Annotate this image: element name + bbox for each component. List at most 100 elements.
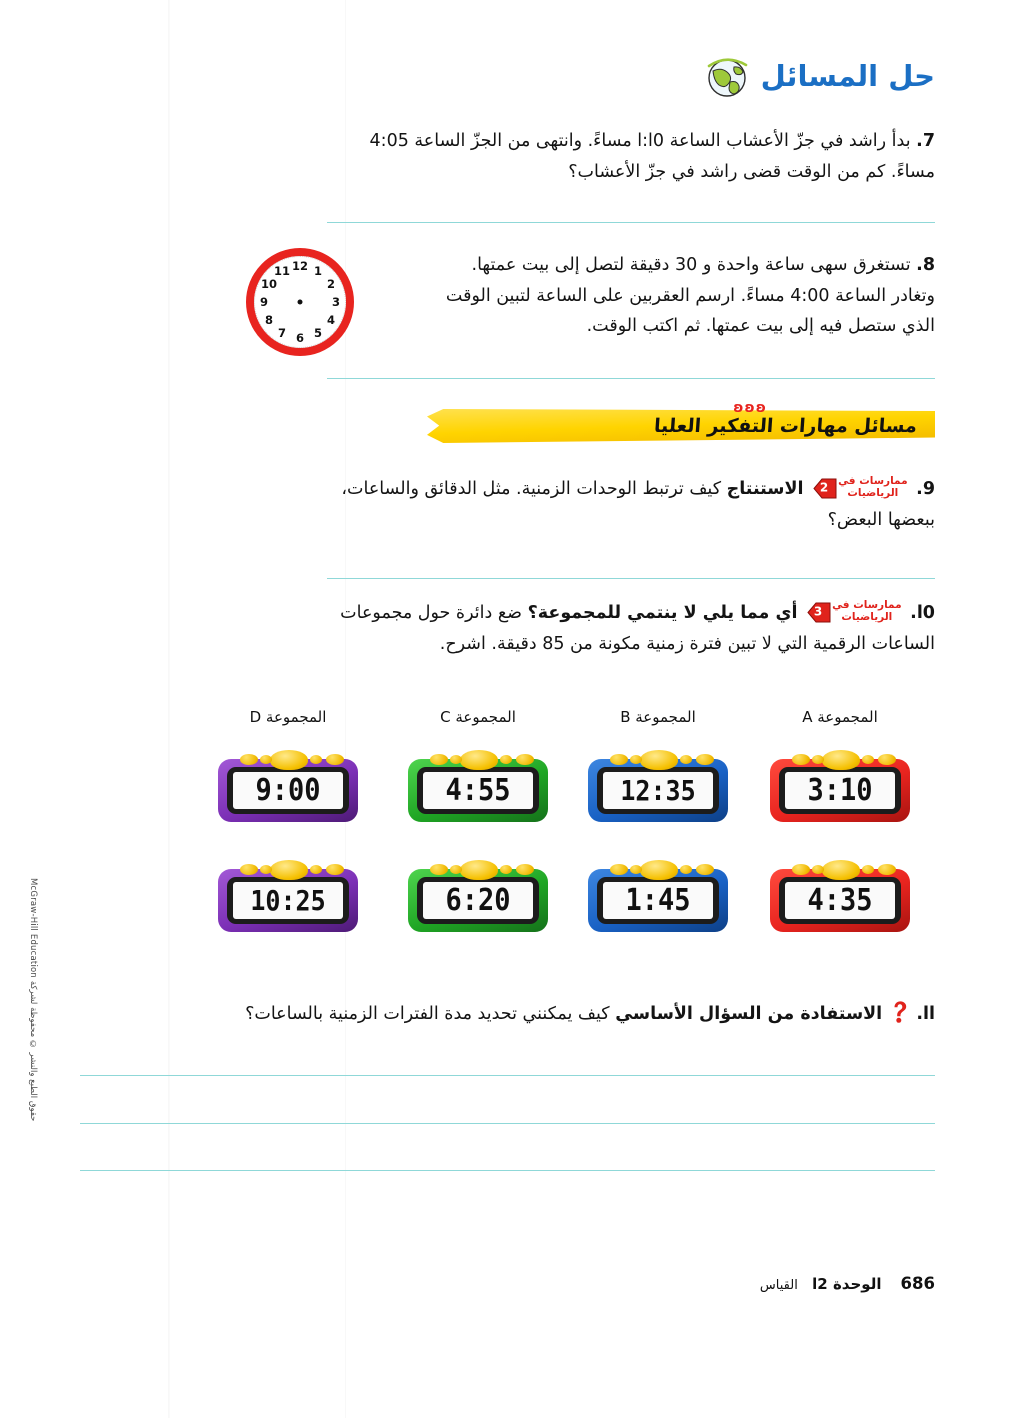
digital-clock-b2[interactable]: 1:45	[588, 860, 728, 932]
clock-button[interactable]	[862, 865, 874, 874]
snooze-button[interactable]	[822, 860, 860, 880]
clock-case: 10:25	[218, 869, 358, 932]
clock-button[interactable]	[862, 755, 874, 764]
clock-button[interactable]	[630, 755, 642, 764]
clock-button[interactable]	[516, 864, 534, 875]
clock-button[interactable]	[792, 754, 810, 765]
flames-icon: ʚʚʚ	[733, 400, 767, 416]
clock-button[interactable]	[696, 754, 714, 765]
clock-button[interactable]	[500, 865, 512, 874]
clock-time: 4:55	[445, 773, 511, 808]
clock-button[interactable]	[430, 754, 448, 765]
snooze-button[interactable]	[640, 750, 678, 770]
clock-screen: 1:45	[603, 882, 713, 919]
snooze-button[interactable]	[460, 750, 498, 770]
clock-button[interactable]	[878, 754, 896, 765]
snooze-button[interactable]	[270, 750, 308, 770]
clock-screen: 6:20	[423, 882, 533, 919]
page-footer: 686 الوحدة l2 القياس	[760, 1274, 935, 1293]
clock-button[interactable]	[240, 754, 258, 765]
unit-label: الوحدة l2	[812, 1275, 882, 1293]
clock-time: 1:45	[625, 883, 691, 918]
clock-button[interactable]	[450, 865, 462, 874]
digital-clock-c2[interactable]: 6:20	[408, 860, 548, 932]
clock-button[interactable]	[812, 865, 824, 874]
clock-screen: 3:10	[785, 772, 895, 809]
clock-button[interactable]	[326, 754, 344, 765]
digital-clock-c1[interactable]: 4:55	[408, 750, 548, 822]
clock-button[interactable]	[812, 755, 824, 764]
snooze-button[interactable]	[270, 860, 308, 880]
clock-button[interactable]	[680, 755, 692, 764]
clock-screen: 4:35	[785, 882, 895, 919]
clock-time: 3:10	[807, 773, 873, 808]
problem-9-text: كيف ترتبط الوحدات الزمنية. مثل الدقائق و…	[341, 479, 935, 530]
page-header: حل المسائل	[703, 52, 935, 100]
answer-line[interactable]	[80, 1170, 935, 1171]
question-mark-icon	[890, 1000, 909, 1024]
clock-button[interactable]	[500, 755, 512, 764]
problem-11-number: ll.	[916, 1004, 935, 1024]
answer-line[interactable]	[80, 1123, 935, 1124]
practice-tag-line2: الرياضيات	[847, 487, 899, 499]
practice-tag-line2: الرياضيات	[841, 611, 893, 623]
digital-clock-d2[interactable]: 10:25	[218, 860, 358, 932]
clock-tick-ring	[254, 256, 346, 348]
clock-bezel: 1:45	[597, 877, 719, 924]
analog-clock[interactable]: 12 1 2 3 4 5 6 7 8 9 10 11	[246, 248, 354, 356]
snooze-button[interactable]	[460, 860, 498, 880]
problem-11-lead: الاستفادة من السؤال الأساسي	[615, 1004, 883, 1024]
clock-screen: 12:35	[603, 772, 713, 809]
problem-8-number: 8.	[916, 255, 935, 275]
clock-bezel: 4:55	[417, 767, 539, 814]
clock-time: 6:20	[445, 883, 511, 918]
clock-time: 4:35	[807, 883, 873, 918]
snooze-button[interactable]	[822, 750, 860, 770]
hot-skills-banner: ʚʚʚ مسائل مهارات التفكير العليا	[427, 400, 935, 443]
clock-number: 5	[313, 326, 323, 340]
clock-button[interactable]	[516, 754, 534, 765]
clock-button[interactable]	[260, 755, 272, 764]
banner-ribbon	[427, 409, 935, 443]
clock-screen: 4:55	[423, 772, 533, 809]
clock-button[interactable]	[326, 864, 344, 875]
problem-8-text: تستغرق سهى ساعة واحدة و 30 دقيقة لتصل إل…	[445, 255, 935, 337]
page-title: حل المسائل	[760, 59, 935, 93]
clock-button[interactable]	[680, 865, 692, 874]
clock-button[interactable]	[610, 754, 628, 765]
clock-bezel: 12:35	[597, 767, 719, 814]
digital-clock-a2[interactable]: 4:35	[770, 860, 910, 932]
clock-button[interactable]	[260, 865, 272, 874]
scan-seam	[168, 0, 170, 1418]
answer-line[interactable]	[80, 1075, 935, 1076]
clock-button[interactable]	[310, 865, 322, 874]
clock-case: 4:55	[408, 759, 548, 822]
problem-7: 7. بدأ راشد في جزّ الأعشاب الساعة l:l0 م…	[327, 126, 935, 187]
digital-clock-a1[interactable]: 3:10	[770, 750, 910, 822]
clock-time: 12:35	[620, 774, 696, 807]
practice-tag-line1: ممارسات في	[838, 475, 908, 488]
snooze-button[interactable]	[640, 860, 678, 880]
clock-bezel: 10:25	[227, 877, 349, 924]
divider-2	[327, 378, 935, 379]
clock-button[interactable]	[450, 755, 462, 764]
practice-tag-label: ممارسات في الرياضيات	[838, 475, 908, 500]
clock-button[interactable]	[792, 864, 810, 875]
clock-center-dot	[297, 299, 303, 305]
practice-arrow-icon: 2	[812, 477, 838, 500]
clock-screen: 9:00	[233, 772, 343, 809]
clock-number: 3	[331, 295, 341, 309]
clock-button[interactable]	[610, 864, 628, 875]
clock-button[interactable]	[430, 864, 448, 875]
clock-bezel: 3:10	[779, 767, 901, 814]
clock-bezel: 9:00	[227, 767, 349, 814]
clock-button[interactable]	[696, 864, 714, 875]
digital-clock-d1[interactable]: 9:00	[218, 750, 358, 822]
clock-button[interactable]	[310, 755, 322, 764]
problem-9-lead: الاستنتاج	[726, 479, 804, 499]
digital-clock-b1[interactable]: 12:35	[588, 750, 728, 822]
clock-number: 9	[259, 295, 269, 309]
clock-button[interactable]	[240, 864, 258, 875]
clock-button[interactable]	[878, 864, 896, 875]
clock-button[interactable]	[630, 865, 642, 874]
